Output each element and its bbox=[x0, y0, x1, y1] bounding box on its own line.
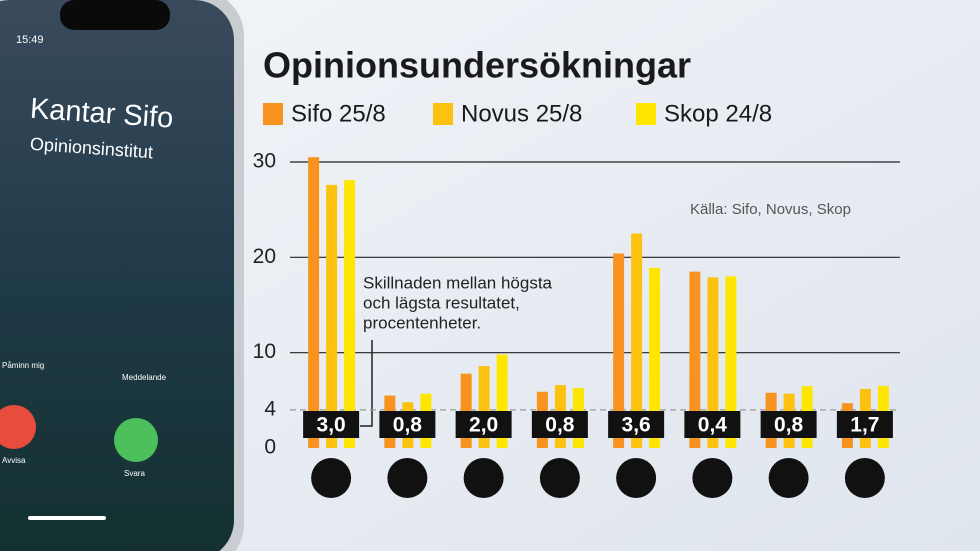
difference-box bbox=[608, 411, 665, 438]
difference-label: 0,8 bbox=[545, 414, 575, 437]
difference-label: 0,4 bbox=[698, 414, 728, 437]
difference-box bbox=[684, 411, 741, 438]
legend-swatch bbox=[433, 103, 453, 125]
source: Källa: Sifo, Novus, Skop bbox=[690, 201, 851, 218]
party-logo bbox=[768, 458, 809, 498]
party-logo bbox=[844, 458, 885, 498]
difference-label: 0,8 bbox=[393, 414, 423, 437]
answer-button[interactable] bbox=[114, 418, 158, 462]
bar bbox=[689, 271, 701, 448]
bar bbox=[344, 180, 356, 448]
bar bbox=[707, 277, 719, 448]
party-logo bbox=[692, 458, 733, 498]
difference-label: 0,8 bbox=[774, 414, 804, 437]
chart-title: Opinionsundersökningar bbox=[263, 45, 691, 86]
clock: 15:49 bbox=[16, 34, 44, 46]
difference-label: 1,7 bbox=[850, 414, 879, 437]
bar bbox=[478, 366, 490, 448]
difference-label: 3,0 bbox=[317, 414, 346, 437]
difference-box bbox=[455, 411, 512, 438]
bar bbox=[326, 184, 338, 448]
answer[interactable]: Svara bbox=[124, 469, 145, 478]
notch bbox=[60, 0, 170, 30]
bar bbox=[496, 354, 508, 448]
decline[interactable]: Avvisa bbox=[2, 456, 26, 465]
difference-box bbox=[836, 411, 893, 438]
legend-label: Novus 25/8 bbox=[461, 100, 582, 127]
bar bbox=[460, 373, 472, 448]
party-logo bbox=[539, 458, 580, 498]
difference-box bbox=[760, 411, 817, 438]
annotation-arrow bbox=[360, 340, 373, 427]
decline-button[interactable] bbox=[0, 405, 36, 449]
y-tick-label: 0 bbox=[264, 436, 276, 459]
y-tick-label: 10 bbox=[253, 340, 276, 363]
bar bbox=[631, 233, 643, 448]
difference-label: 3,6 bbox=[622, 414, 651, 437]
party-logo bbox=[387, 458, 428, 498]
bar bbox=[649, 267, 661, 448]
party-logo bbox=[616, 458, 657, 498]
difference-box bbox=[379, 411, 436, 438]
legend-swatch bbox=[636, 103, 656, 125]
legend-label: Sifo 25/8 bbox=[291, 100, 386, 127]
annotation: och lägsta resultatet, bbox=[363, 293, 520, 312]
difference-box bbox=[531, 411, 588, 438]
home-bar bbox=[28, 516, 106, 520]
legend-swatch bbox=[263, 103, 283, 125]
bar bbox=[308, 157, 320, 448]
party-logo bbox=[311, 458, 352, 498]
y-tick-label: 20 bbox=[253, 245, 276, 268]
message[interactable]: Meddelande bbox=[122, 373, 167, 382]
difference-box bbox=[303, 411, 360, 438]
difference-label: 2,0 bbox=[469, 414, 498, 437]
legend-label: Skop 24/8 bbox=[664, 100, 772, 127]
remind[interactable]: Påminn mig bbox=[2, 361, 44, 370]
y-tick-label: 4 bbox=[264, 397, 276, 420]
y-tick-label: 30 bbox=[253, 150, 276, 173]
annotation: Skillnaden mellan högsta bbox=[363, 273, 553, 292]
party-logo bbox=[463, 458, 504, 498]
annotation: procentenheter. bbox=[363, 313, 481, 332]
bar bbox=[725, 276, 737, 448]
phone-screen bbox=[0, 0, 234, 551]
phone: 15:49 Kantar Sifo Opinionsinstitut Påmin… bbox=[0, 0, 244, 551]
bar bbox=[613, 253, 625, 448]
